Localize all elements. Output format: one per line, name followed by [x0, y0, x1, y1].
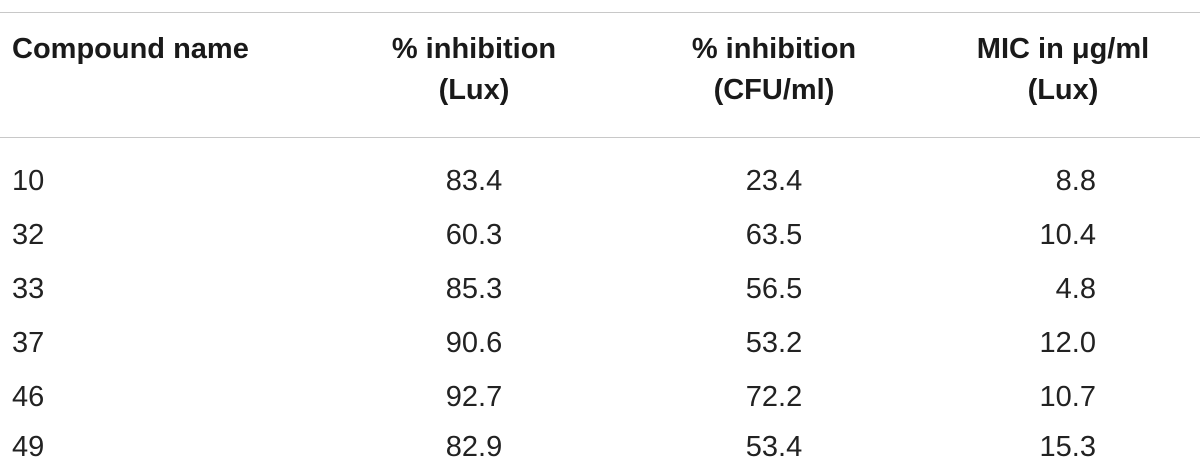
cell-mic: 8.8 — [1055, 165, 1096, 197]
header-mic-lux-line1: MIC in μg/ml — [976, 33, 1150, 65]
cell-compound: 32 — [12, 219, 45, 251]
table-row: 46 92.7 72.2 10.7 — [0, 370, 1200, 424]
header-inhibition-cfu-line2: (CFU/ml) — [713, 74, 835, 106]
table-top-rule — [0, 12, 1200, 13]
cell-mic: 10.4 — [1039, 219, 1096, 251]
cell-inhibition-lux: 85.3 — [445, 273, 503, 305]
table-row: 33 85.3 56.5 4.8 — [0, 262, 1200, 316]
table-row: 49 82.9 53.4 15.3 — [0, 420, 1200, 474]
cell-inhibition-lux: 90.6 — [445, 327, 503, 359]
cell-inhibition-lux: 82.9 — [445, 431, 503, 463]
cell-inhibition-lux: 92.7 — [445, 381, 503, 413]
cell-inhibition-cfu: 53.4 — [745, 431, 803, 463]
header-compound-name: Compound name — [12, 29, 249, 70]
header-compound-name-line1: Compound name — [12, 33, 249, 65]
cell-inhibition-cfu: 72.2 — [745, 381, 803, 413]
cell-mic: 15.3 — [1039, 431, 1096, 463]
table-row: 10 83.4 23.4 8.8 — [0, 154, 1200, 208]
header-inhibition-lux-line2: (Lux) — [438, 74, 510, 106]
cell-compound: 10 — [12, 165, 45, 197]
cell-mic: 4.8 — [1055, 273, 1096, 305]
cell-inhibition-lux: 60.3 — [445, 219, 503, 251]
header-inhibition-lux: % inhibition (Lux) — [354, 29, 594, 111]
cell-inhibition-cfu: 63.5 — [745, 219, 803, 251]
header-inhibition-lux-line1: % inhibition — [391, 33, 557, 65]
cell-inhibition-cfu: 23.4 — [745, 165, 803, 197]
cell-inhibition-lux: 83.4 — [445, 165, 503, 197]
header-mic-lux: MIC in μg/ml (Lux) — [948, 29, 1178, 111]
cell-compound: 46 — [12, 381, 45, 413]
cell-compound: 37 — [12, 327, 45, 359]
header-bottom-rule — [0, 137, 1200, 138]
header-inhibition-cfu: % inhibition (CFU/ml) — [654, 29, 894, 111]
cell-inhibition-cfu: 53.2 — [745, 327, 803, 359]
cell-inhibition-cfu: 56.5 — [745, 273, 803, 305]
header-mic-lux-line2: (Lux) — [1027, 74, 1099, 106]
cell-compound: 49 — [12, 431, 45, 463]
cell-mic: 10.7 — [1039, 381, 1096, 413]
header-inhibition-cfu-line1: % inhibition — [691, 33, 857, 65]
cell-compound: 33 — [12, 273, 45, 305]
table-row: 32 60.3 63.5 10.4 — [0, 208, 1200, 262]
table-row: 37 90.6 53.2 12.0 — [0, 316, 1200, 370]
cell-mic: 12.0 — [1039, 327, 1096, 359]
